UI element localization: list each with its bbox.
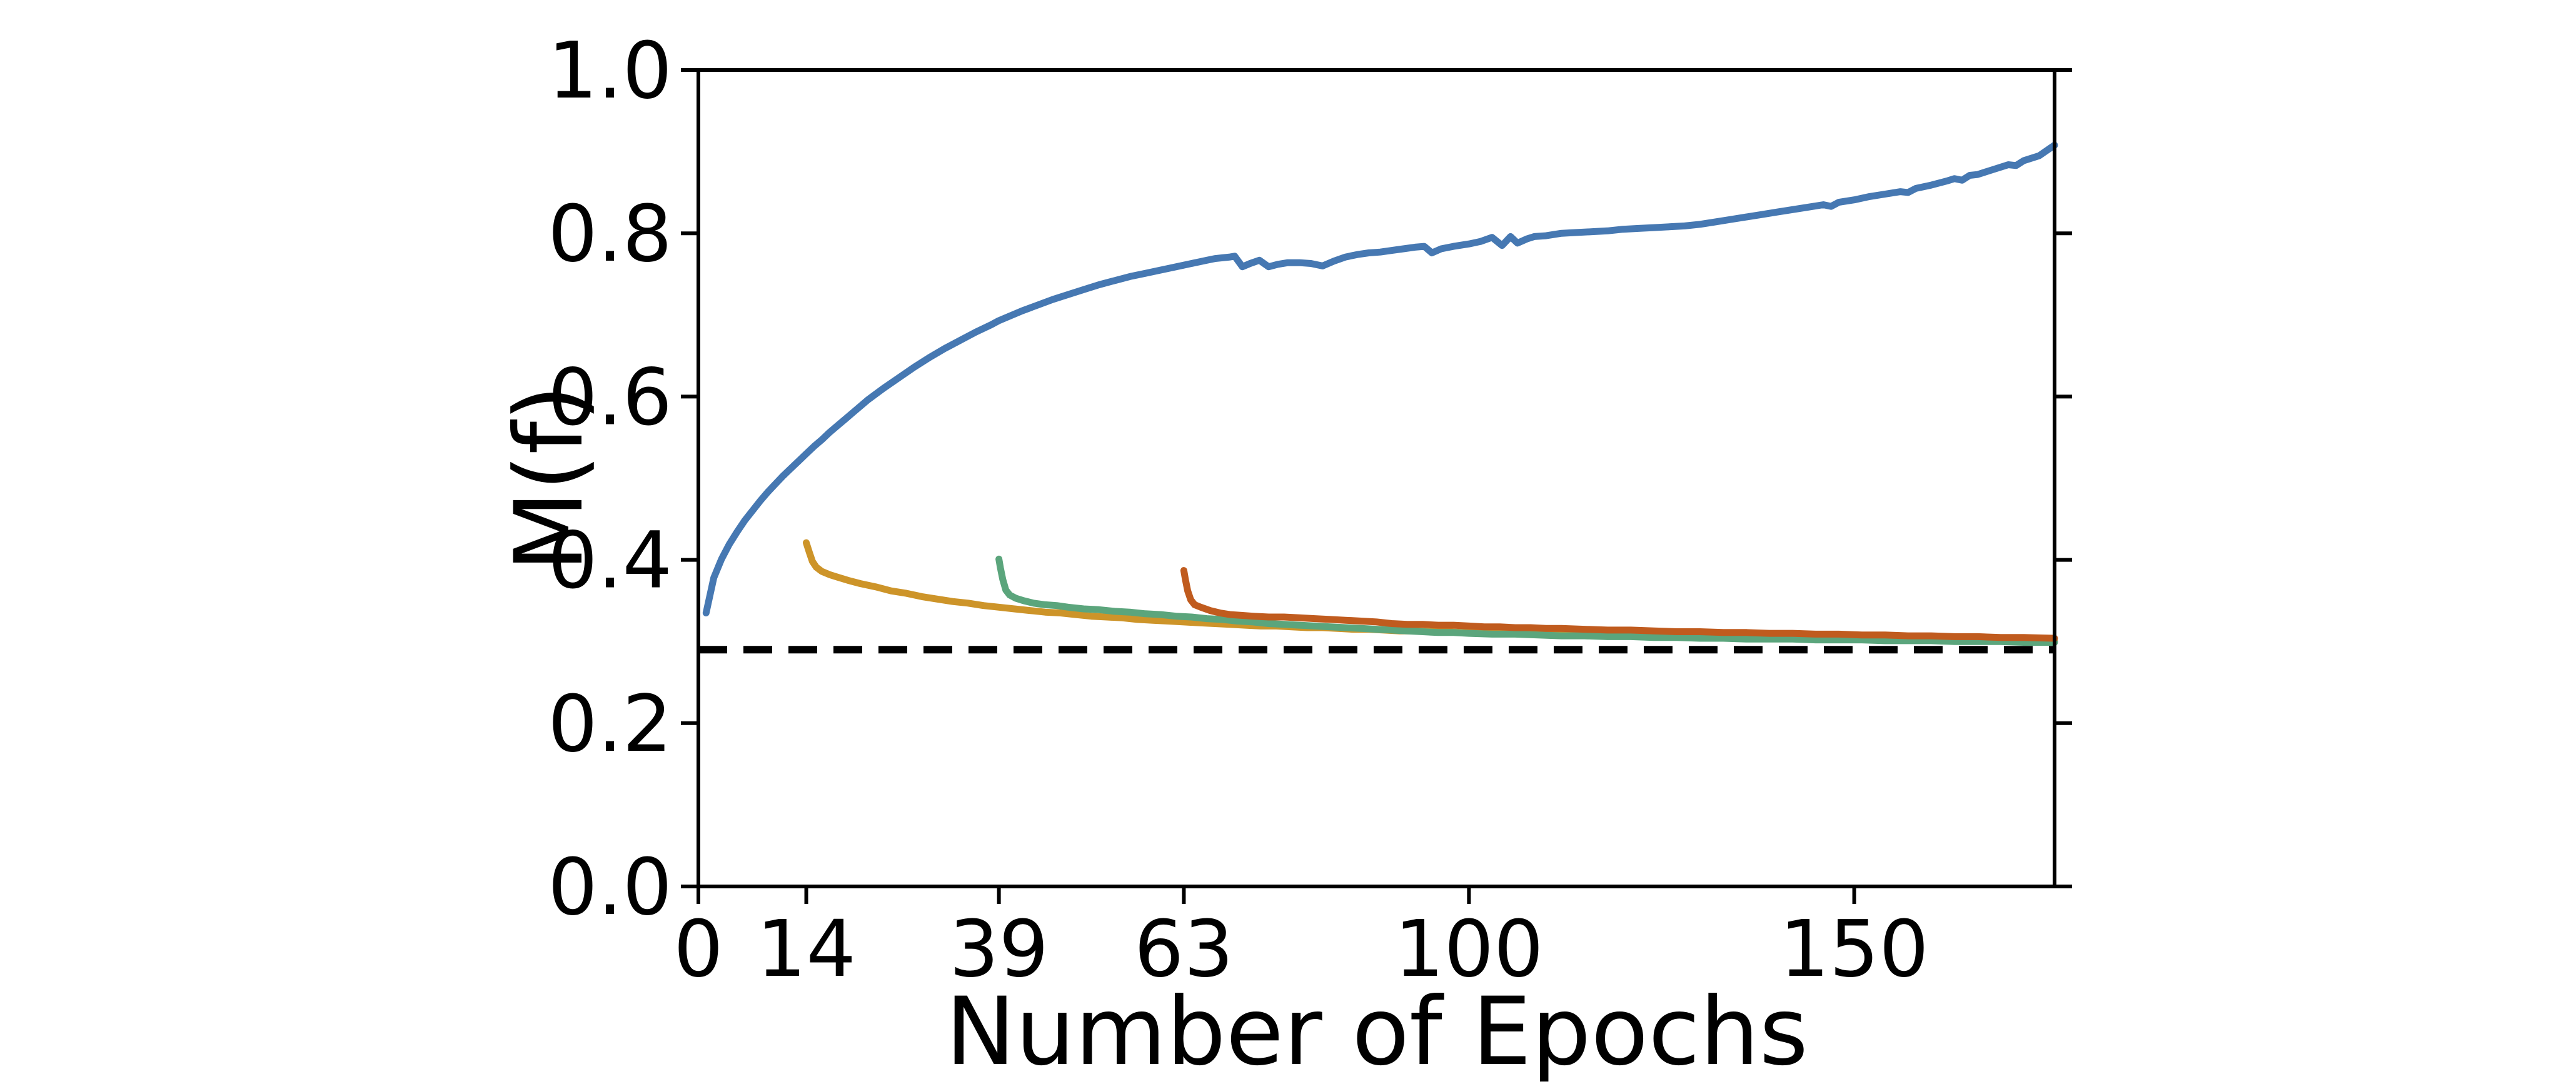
x-tick-label-39: 39 bbox=[949, 904, 1049, 995]
axes-spines bbox=[697, 68, 2056, 888]
y-tick-label-0.2: 0.2 bbox=[548, 679, 672, 770]
axes-layer bbox=[681, 68, 2072, 904]
green-curve-start-epoch-39 bbox=[995, 555, 2058, 646]
y-tick-label-1.0: 1.0 bbox=[548, 26, 672, 116]
y-tick-label-0.8: 0.8 bbox=[548, 189, 672, 279]
x-tick-label-0: 0 bbox=[673, 904, 723, 995]
series-layer bbox=[702, 141, 2058, 646]
x-tick-label-100: 100 bbox=[1394, 904, 1544, 995]
y-axis-label: M(f) bbox=[495, 384, 604, 571]
y-tick-label-0.4: 0.4 bbox=[548, 516, 672, 606]
x-axis-label: Number of Epochs bbox=[945, 978, 1808, 1081]
y-tick-label-0.6: 0.6 bbox=[548, 352, 672, 443]
y-tick-label-0.0: 0.0 bbox=[548, 842, 672, 933]
x-tick-label-14: 14 bbox=[757, 904, 856, 995]
blue-curve-start-epoch-0 bbox=[702, 141, 2058, 616]
x-tick-label-150: 150 bbox=[1779, 904, 1929, 995]
rust-curve-start-epoch-63 bbox=[1180, 567, 2058, 642]
tick-label-layer: 0 14 39 63 100 150 0.0 0.2 0.4 0.6 0.8 1.0 bbox=[548, 26, 1929, 995]
x-tick-label-63: 63 bbox=[1134, 904, 1234, 995]
